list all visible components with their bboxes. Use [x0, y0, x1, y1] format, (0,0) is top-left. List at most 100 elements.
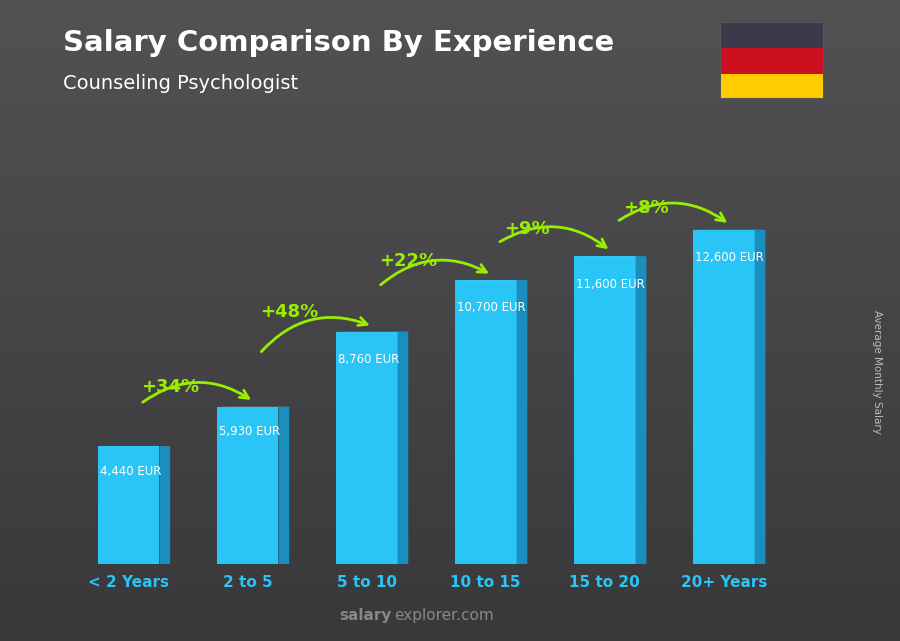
Bar	[720, 74, 824, 99]
Bar	[0, 401, 900, 404]
Bar	[0, 71, 900, 74]
Bar	[0, 625, 900, 628]
Bar	[0, 119, 900, 122]
Bar	[0, 48, 900, 51]
Bar	[0, 90, 900, 93]
Bar	[217, 407, 278, 564]
Bar	[336, 332, 398, 564]
Bar	[0, 340, 900, 343]
Bar	[0, 22, 900, 26]
Bar	[0, 519, 900, 522]
Bar	[0, 247, 900, 250]
Bar	[0, 404, 900, 407]
Polygon shape	[517, 280, 527, 564]
Text: +48%: +48%	[260, 303, 319, 321]
Bar	[0, 269, 900, 272]
Bar	[0, 179, 900, 183]
Bar	[0, 564, 900, 567]
Bar	[0, 122, 900, 125]
Bar	[0, 19, 900, 22]
Bar	[0, 42, 900, 45]
Bar	[0, 330, 900, 333]
Bar	[0, 506, 900, 510]
Bar	[0, 131, 900, 135]
Bar	[0, 538, 900, 542]
Bar	[0, 256, 900, 260]
Bar	[0, 58, 900, 61]
Bar	[0, 135, 900, 138]
Bar	[0, 587, 900, 590]
Text: salary: salary	[339, 608, 392, 623]
Bar	[0, 478, 900, 481]
Bar	[0, 298, 900, 301]
Bar	[0, 593, 900, 596]
Bar	[0, 628, 900, 631]
Bar	[0, 103, 900, 106]
Bar	[0, 365, 900, 369]
Bar	[0, 516, 900, 519]
Bar	[0, 276, 900, 279]
Bar	[0, 561, 900, 564]
Bar	[97, 446, 159, 564]
Bar	[0, 151, 900, 154]
Bar	[0, 609, 900, 612]
Bar	[0, 397, 900, 401]
Bar	[0, 266, 900, 269]
Bar	[0, 407, 900, 410]
Bar	[0, 452, 900, 455]
Bar	[0, 115, 900, 119]
Bar	[0, 391, 900, 394]
Bar	[0, 196, 900, 199]
Bar	[0, 522, 900, 526]
Bar	[0, 125, 900, 128]
Bar	[0, 577, 900, 580]
Text: explorer.com: explorer.com	[394, 608, 494, 623]
Text: +34%: +34%	[141, 378, 199, 396]
Bar	[0, 417, 900, 420]
Bar	[0, 74, 900, 77]
Bar	[573, 256, 635, 564]
Bar	[0, 494, 900, 497]
Bar	[0, 353, 900, 356]
Bar	[0, 186, 900, 189]
Bar	[0, 500, 900, 503]
Bar	[0, 45, 900, 48]
Bar	[0, 458, 900, 462]
Bar	[0, 590, 900, 593]
Text: 5,930 EUR: 5,930 EUR	[219, 426, 280, 438]
Bar	[0, 192, 900, 196]
Bar	[0, 35, 900, 38]
Bar	[0, 615, 900, 619]
Bar	[0, 215, 900, 218]
Bar	[0, 311, 900, 314]
Bar	[0, 529, 900, 532]
Bar	[0, 423, 900, 426]
Text: 8,760 EUR: 8,760 EUR	[338, 353, 400, 366]
Bar	[0, 567, 900, 570]
Bar	[0, 526, 900, 529]
Text: +22%: +22%	[379, 252, 437, 270]
Bar	[0, 263, 900, 266]
Bar	[0, 308, 900, 311]
Bar	[0, 455, 900, 458]
Text: 11,600 EUR: 11,600 EUR	[576, 278, 645, 290]
Bar	[0, 468, 900, 471]
Bar	[0, 503, 900, 506]
Bar	[0, 410, 900, 413]
Bar	[0, 320, 900, 324]
Bar	[0, 378, 900, 381]
Bar	[0, 163, 900, 167]
Bar	[0, 487, 900, 490]
Bar	[0, 301, 900, 304]
Bar	[0, 250, 900, 253]
Bar	[0, 542, 900, 545]
Bar	[0, 154, 900, 157]
Bar	[0, 465, 900, 468]
Bar	[0, 16, 900, 19]
Bar	[0, 327, 900, 330]
Bar	[0, 221, 900, 224]
Bar	[0, 224, 900, 228]
Bar	[0, 343, 900, 346]
Bar	[0, 612, 900, 615]
Bar	[0, 433, 900, 436]
